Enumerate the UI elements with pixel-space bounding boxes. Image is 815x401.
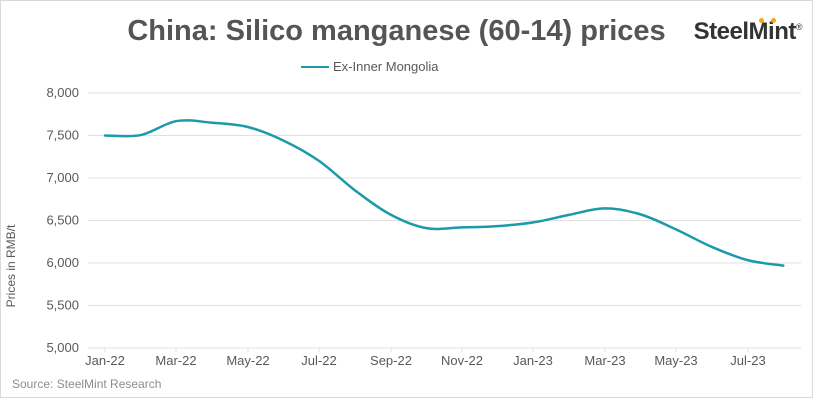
svg-text:5,000: 5,000 [46,340,79,355]
svg-text:Mar-22: Mar-22 [155,353,196,368]
svg-text:8,000: 8,000 [46,85,79,100]
svg-text:Jan-22: Jan-22 [85,353,125,368]
svg-text:Sep-22: Sep-22 [370,353,412,368]
svg-text:May-22: May-22 [226,353,269,368]
svg-text:6,000: 6,000 [46,255,79,270]
svg-text:5,500: 5,500 [46,298,79,313]
svg-text:Jul-23: Jul-23 [730,353,765,368]
svg-text:Prices in RMB/t: Prices in RMB/t [4,224,18,307]
svg-text:Nov-22: Nov-22 [441,353,483,368]
svg-text:May-23: May-23 [654,353,697,368]
svg-text:7,000: 7,000 [46,170,79,185]
svg-text:Jul-22: Jul-22 [301,353,336,368]
svg-text:7,500: 7,500 [46,128,79,143]
svg-text:Jan-23: Jan-23 [513,353,553,368]
svg-text:Mar-23: Mar-23 [584,353,625,368]
svg-text:6,500: 6,500 [46,213,79,228]
